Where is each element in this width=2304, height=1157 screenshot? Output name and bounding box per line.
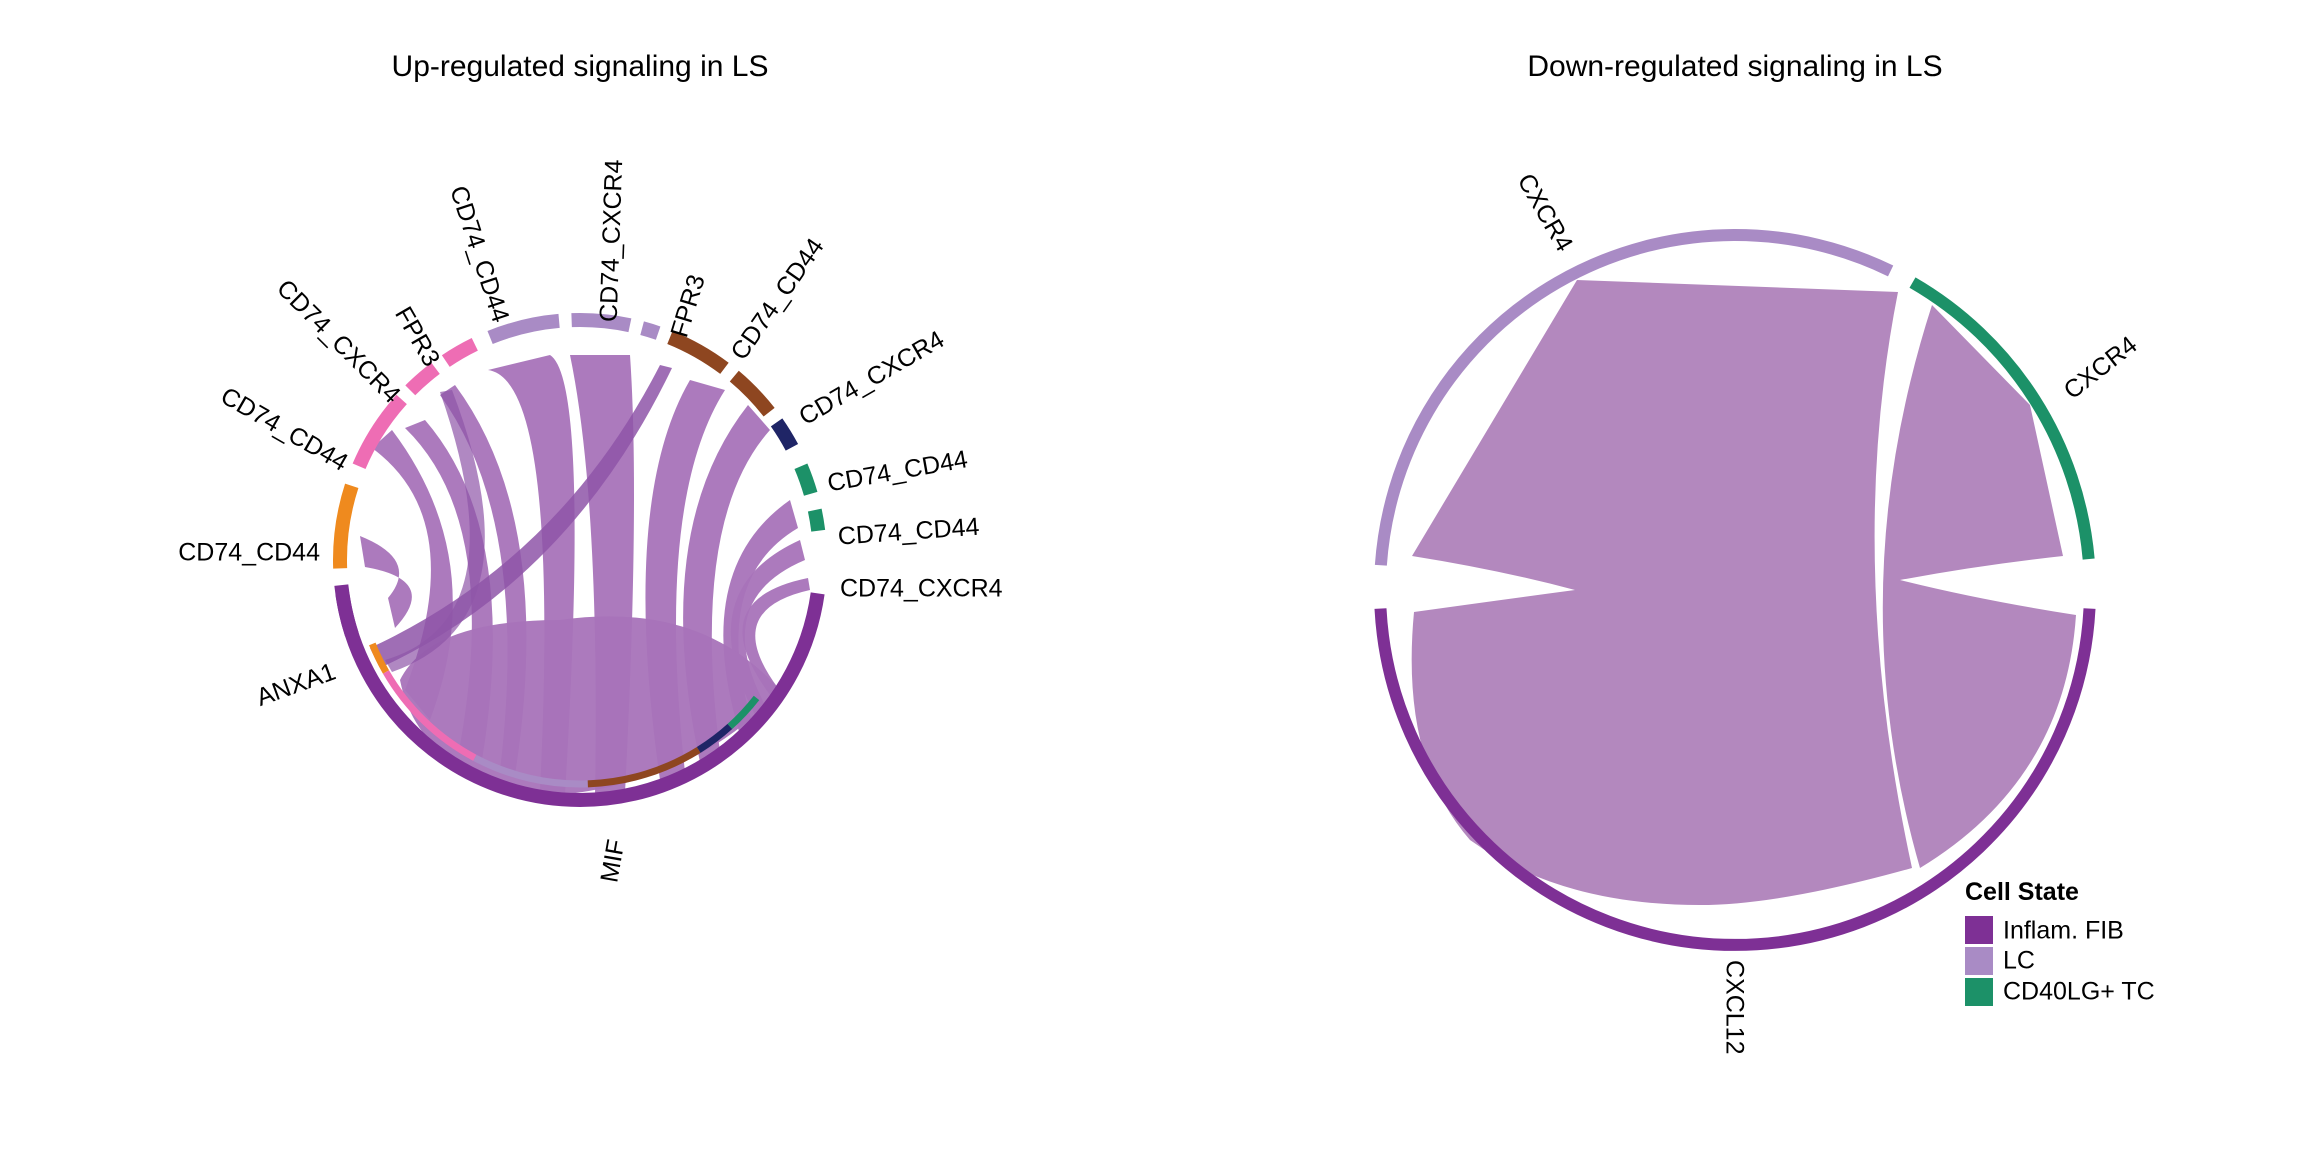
segment-label-cd74-cd44-navy: CD74_CD44 [825, 445, 970, 497]
inner-band-1 [382, 670, 477, 761]
legend-label-cd40lg-tc: CD40LG+ TC [2003, 978, 2155, 1006]
legend-label-inflam-fib: Inflam. FIB [2003, 917, 2124, 945]
left-segments [333, 313, 826, 807]
inner-band-3 [587, 746, 701, 788]
segment-label-cd74-cxcr4-pink: CD74_CXCR4 [271, 274, 406, 409]
chord-mif-cd74-cd44-orange [360, 536, 412, 628]
chord-cxcl12-cxcr4-tc [1882, 305, 2076, 868]
chord-cxcl12-cxcr4-lc [1411, 280, 1912, 905]
segment-arc-12 [794, 463, 818, 496]
right-segments [1374, 229, 2096, 951]
legend-swatch-lc [1965, 947, 1993, 975]
segment-label-cxcl12: CXCL12 [1720, 960, 1748, 1055]
segment-label-cd74-cd44-pink: CD74_CD44 [216, 382, 353, 477]
segment-arc-4 [405, 362, 440, 396]
left-chords [360, 355, 810, 795]
segment-label-cd74-cd44-teal: CD74_CD44 [837, 513, 980, 551]
segment-arc-2 [333, 483, 359, 569]
inner-band-2 [473, 754, 588, 788]
segment-arc-3 [352, 394, 407, 470]
legend-swatch-cd40lg-tc [1965, 978, 1993, 1006]
segment-arc-9 [667, 330, 729, 374]
left-title: Up-regulated signaling in LS [392, 50, 769, 83]
right-segment-arc-2 [1909, 277, 2095, 560]
segment-label-cd74-cxcr4-teal: CD74_CXCR4 [840, 575, 1003, 603]
segment-label-cd74-cxcr4-brown: CD74_CXCR4 [794, 325, 949, 431]
right-chords [1411, 280, 2076, 905]
right-title: Down-regulated signaling in LS [1527, 50, 1942, 83]
chord-mif-cd74-cxcr4-teal [742, 578, 810, 695]
segment-arc-7 [571, 313, 632, 333]
segment-label-mif: MIF [595, 837, 630, 884]
segment-label-cd74-cxcr4-lc: CD74_CXCR4 [595, 159, 629, 323]
chord-mif-cd74-cd44-navy [723, 500, 798, 735]
segment-arc-6 [487, 313, 560, 345]
segment-label-cxcr4-lc: CXCR4 [1512, 169, 1579, 256]
segment-label-fpr3-lc: FPR3 [665, 271, 710, 340]
segment-arc-5 [441, 337, 478, 367]
down-regulated-chord-diagram: Down-regulated signaling in LS CXCL12 CX… [1374, 50, 2155, 1055]
legend-label-lc: LC [2003, 947, 2035, 975]
legend-title: Cell State [1965, 878, 2079, 906]
legend-swatch-inflam-fib [1965, 916, 1993, 944]
segment-label-cd74-cd44-orange: CD74_CD44 [178, 539, 320, 567]
segment-arc-11 [770, 418, 799, 451]
segment-arc-1 [334, 584, 359, 637]
up-regulated-chord-diagram: Up-regulated signaling in LS MIF ANXA1 C… [178, 50, 1002, 885]
inner-band-4 [696, 723, 733, 753]
segment-label-fpr3-pink: FPR3 [389, 302, 445, 371]
segment-arc-0 [335, 592, 825, 807]
chord-anxa1-fpr3-pink [385, 390, 485, 672]
right-segment-arc-1 [1374, 229, 1894, 566]
segment-arc-10 [729, 370, 775, 417]
chord-mif-core [400, 616, 780, 795]
legend: Cell State Inflam. FIB LC CD40LG+ TC [1965, 878, 2155, 1006]
inner-band-5 [727, 695, 760, 730]
segment-label-cxcr4-tc: CXCR4 [2059, 331, 2143, 405]
segment-label-anxa1: ANXA1 [253, 658, 340, 712]
inner-band-0 [369, 642, 390, 674]
right-segment-arc-0 [1374, 608, 2096, 951]
segment-label-cd74-cd44-brown: CD74_CD44 [725, 233, 829, 365]
segment-arc-8 [640, 321, 661, 340]
left-inner-bands [369, 642, 760, 788]
segment-label-cd74-cd44-lc: CD74_CD44 [444, 182, 514, 326]
chord-anxa1-fpr3-lc [370, 365, 672, 668]
segment-arc-13 [807, 508, 826, 532]
